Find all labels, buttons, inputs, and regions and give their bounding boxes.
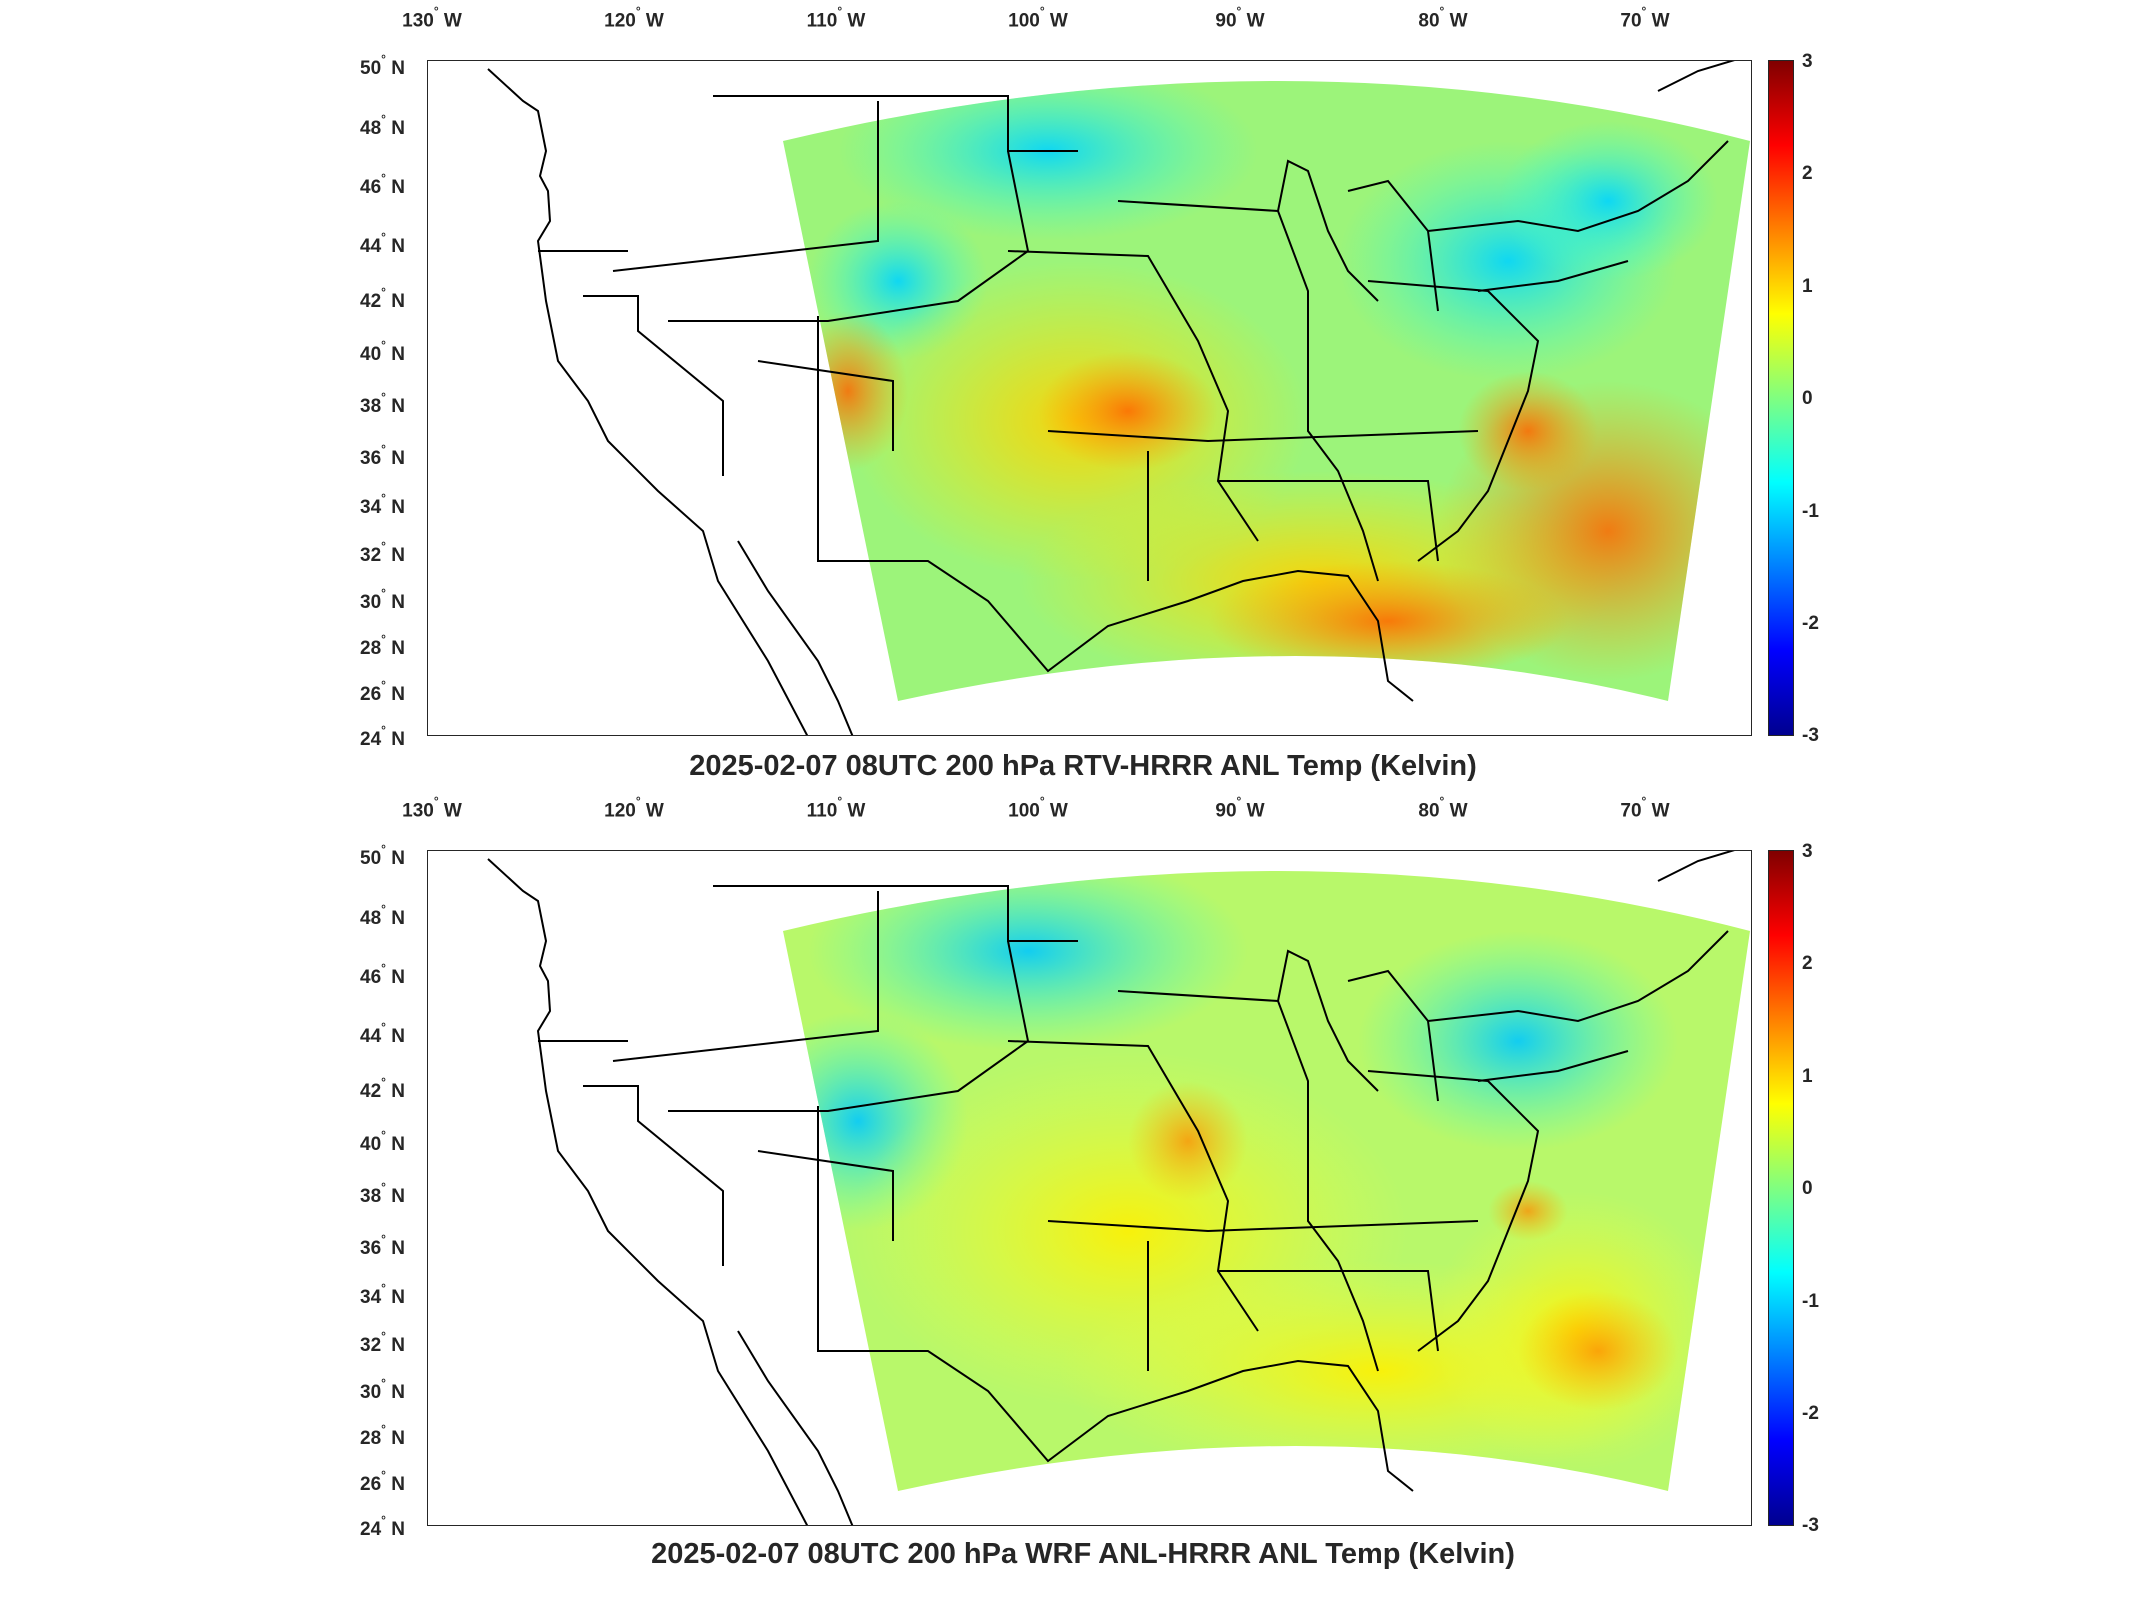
latitude-tick-label: 50° N	[360, 51, 405, 80]
latitude-tick-label: 44° N	[360, 229, 405, 258]
latitude-tick-label: 48° N	[360, 111, 405, 140]
longitude-tick-label: 80° W	[1418, 794, 1468, 822]
map-canvas	[487, 851, 1750, 1525]
latitude-tick-label: 40° N	[360, 1127, 405, 1156]
colorbar-tick-label: 2	[1802, 163, 1813, 184]
latitude-tick-label: 38° N	[360, 1179, 405, 1208]
latitude-tick-label: 26° N	[360, 1467, 405, 1496]
longitude-tick-label: 130° W	[402, 4, 462, 32]
latitude-tick-label: 24° N	[360, 1512, 405, 1541]
map-panel-wrf: 130° W 120° W 110° W 100° W 90° W 80° W 70° W …	[0, 790, 2133, 1590]
latitude-tick-label: 46° N	[360, 170, 405, 199]
latitude-tick-label: 48° N	[360, 901, 405, 930]
colorbar-tick-label: -2	[1802, 1403, 1819, 1424]
longitude-tick-label: 90° W	[1215, 794, 1265, 822]
latitude-tick-label: 36° N	[360, 1231, 405, 1260]
longitude-tick-label: 110° W	[806, 794, 866, 822]
latitude-tick-label: 42° N	[360, 284, 405, 313]
longitude-tick-label: 130° W	[402, 794, 462, 822]
latitude-tick-label: 38° N	[360, 389, 405, 418]
colorbar-tick-label: 0	[1802, 1178, 1813, 1199]
map-canvas	[487, 61, 1750, 735]
colorbar-tick-label: -3	[1802, 1515, 1819, 1536]
latitude-tick-label: 32° N	[360, 538, 405, 567]
colorbar-tick-label: 1	[1802, 1066, 1813, 1087]
latitude-tick-label: 32° N	[360, 1328, 405, 1357]
colorbar-tick-label: -3	[1802, 725, 1819, 746]
colorbar	[1768, 60, 1794, 736]
colorbar-tick-label: -1	[1802, 1291, 1819, 1312]
map-axes	[427, 850, 1752, 1526]
longitude-tick-label: 120° W	[604, 4, 664, 32]
latitude-tick-label: 28° N	[360, 1421, 405, 1450]
latitude-tick-label: 24° N	[360, 722, 405, 751]
latitude-tick-label: 42° N	[360, 1074, 405, 1103]
colorbar-tick-label: 3	[1802, 51, 1813, 72]
latitude-tick-label: 34° N	[360, 490, 405, 519]
latitude-tick-label: 44° N	[360, 1019, 405, 1048]
longitude-tick-label: 70° W	[1620, 794, 1670, 822]
map-axes	[427, 60, 1752, 736]
latitude-tick-label: 50° N	[360, 841, 405, 870]
latitude-tick-label: 30° N	[360, 1375, 405, 1404]
latitude-tick-label: 46° N	[360, 960, 405, 989]
coastlines-and-borders	[487, 61, 1735, 735]
colorbar-tick-label: -1	[1802, 501, 1819, 522]
panel-title: 2025-02-07 08UTC 200 hPa RTV-HRRR ANL Te…	[689, 750, 1477, 782]
latitude-tick-label: 30° N	[360, 585, 405, 614]
colorbar-tick-label: 0	[1802, 388, 1813, 409]
longitude-tick-label: 100° W	[1008, 794, 1068, 822]
colorbar-tick-label: 2	[1802, 953, 1813, 974]
longitude-tick-label: 100° W	[1008, 4, 1068, 32]
coastlines-and-borders	[487, 851, 1735, 1525]
longitude-tick-label: 80° W	[1418, 4, 1468, 32]
colorbar-tick-label: 3	[1802, 841, 1813, 862]
longitude-tick-label: 90° W	[1215, 4, 1265, 32]
latitude-tick-label: 36° N	[360, 441, 405, 470]
colorbar-tick-label: -2	[1802, 613, 1819, 634]
colorbar-tick-label: 1	[1802, 276, 1813, 297]
panel-title: 2025-02-07 08UTC 200 hPa WRF ANL-HRRR AN…	[651, 1538, 1515, 1570]
longitude-tick-label: 120° W	[604, 794, 664, 822]
latitude-tick-label: 34° N	[360, 1280, 405, 1309]
latitude-tick-label: 26° N	[360, 677, 405, 706]
colorbar	[1768, 850, 1794, 1526]
map-panel-rtv: 130° W 120° W 110° W 100° W 90° W 80° W 70° W …	[360, 4, 1819, 782]
latitude-tick-label: 28° N	[360, 631, 405, 660]
longitude-tick-label: 110° W	[806, 4, 866, 32]
longitude-tick-label: 70° W	[1620, 4, 1670, 32]
latitude-tick-label: 40° N	[360, 337, 405, 366]
